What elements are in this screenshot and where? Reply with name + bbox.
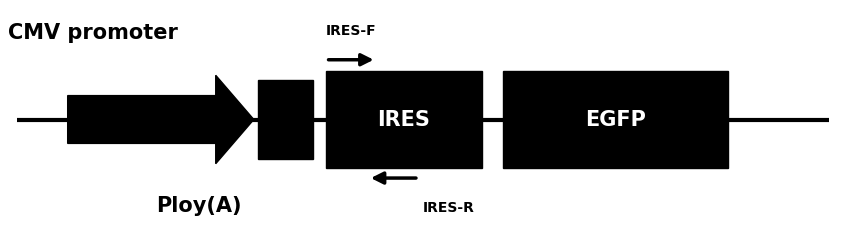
Bar bbox=[326, 71, 482, 168]
Bar bbox=[258, 80, 313, 159]
Text: IRES-F: IRES-F bbox=[326, 24, 376, 38]
Text: IRES-R: IRES-R bbox=[423, 201, 475, 215]
Text: CMV promoter: CMV promoter bbox=[8, 23, 179, 43]
Text: Ploy(A): Ploy(A) bbox=[156, 196, 242, 216]
Text: EGFP: EGFP bbox=[585, 109, 645, 130]
Polygon shape bbox=[68, 75, 254, 164]
Text: IRES: IRES bbox=[377, 109, 431, 130]
Bar bbox=[503, 71, 728, 168]
